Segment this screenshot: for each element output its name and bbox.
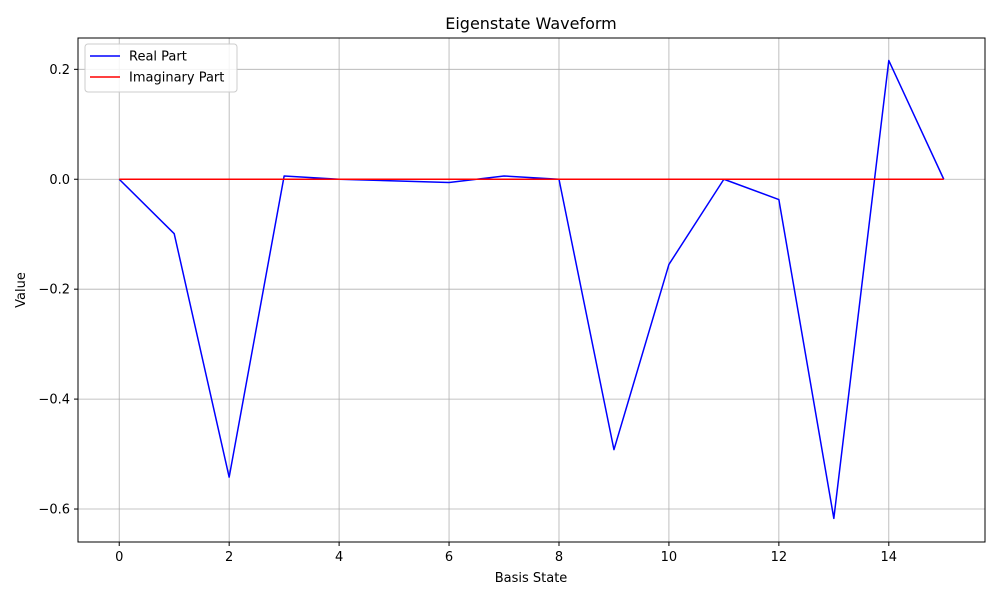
x-tick-label: 12	[771, 550, 788, 565]
plot-frame	[77, 37, 986, 543]
x-tick-label: 0	[115, 550, 123, 565]
y-axis-label: Value	[14, 272, 29, 308]
x-tick-label: 14	[881, 550, 898, 565]
legend: Real Part Imaginary Part	[84, 43, 238, 93]
y-axis: −0.6 −0.4 −0.2 0.0 0.2	[38, 63, 78, 518]
x-axis: 0 2 4 6 8 10 12 14	[115, 542, 897, 565]
y-tick-label: −0.2	[38, 283, 70, 298]
y-tick-label: −0.4	[38, 393, 70, 408]
y-tick-label: 0.2	[49, 63, 70, 78]
y-tick-label: 0.0	[49, 173, 70, 188]
legend-label-imaginary-part: Imaginary Part	[129, 71, 224, 86]
x-tick-label: 8	[555, 550, 563, 565]
legend-box	[84, 43, 238, 93]
series-line-real-part	[118, 59, 945, 520]
x-axis-label: Basis State	[495, 571, 568, 586]
x-tick-label: 4	[335, 550, 343, 565]
legend-label-real-part: Real Part	[129, 50, 187, 65]
y-tick-label: −0.6	[38, 503, 70, 518]
x-tick-label: 6	[445, 550, 453, 565]
chart-title: Eigenstate Waveform	[445, 14, 617, 33]
x-tick-label: 10	[661, 550, 678, 565]
series-layer	[118, 59, 945, 520]
grid	[78, 38, 985, 542]
x-tick-label: 2	[225, 550, 233, 565]
